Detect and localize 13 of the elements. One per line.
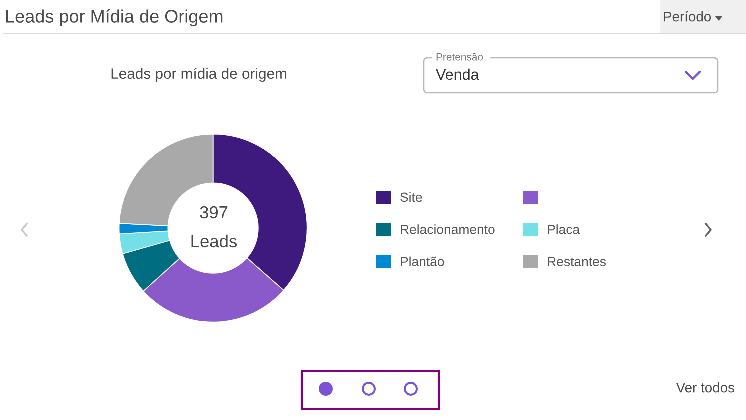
chart-title: Leads por Mídia de Origem [6,9,223,27]
legend-label: Restantes [548,257,606,266]
text: Leads [192,234,238,248]
text: Ver todos [676,382,735,393]
legend-label: Placa [548,224,580,234]
text: Pretensão [436,53,484,61]
text: 397 [200,206,228,219]
legend-label: Plantão [401,256,444,266]
legend-label: Relacionamento [401,224,495,234]
text: Venda [436,68,480,80]
text: Período [664,11,712,22]
chart-subtitle: Leads por mídia de origem [112,68,286,82]
legend-label: Site [400,192,422,202]
